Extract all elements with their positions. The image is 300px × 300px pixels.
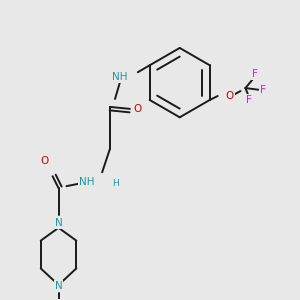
Text: O: O xyxy=(40,156,49,167)
Text: NH: NH xyxy=(112,72,128,82)
Text: N: N xyxy=(55,281,62,291)
Text: O: O xyxy=(134,104,142,114)
Text: H: H xyxy=(112,179,119,188)
Text: O: O xyxy=(226,91,234,101)
Text: F: F xyxy=(246,95,252,105)
Text: NH: NH xyxy=(79,177,94,187)
Text: N: N xyxy=(55,218,62,228)
Text: F: F xyxy=(252,69,258,79)
Text: F: F xyxy=(260,85,266,95)
